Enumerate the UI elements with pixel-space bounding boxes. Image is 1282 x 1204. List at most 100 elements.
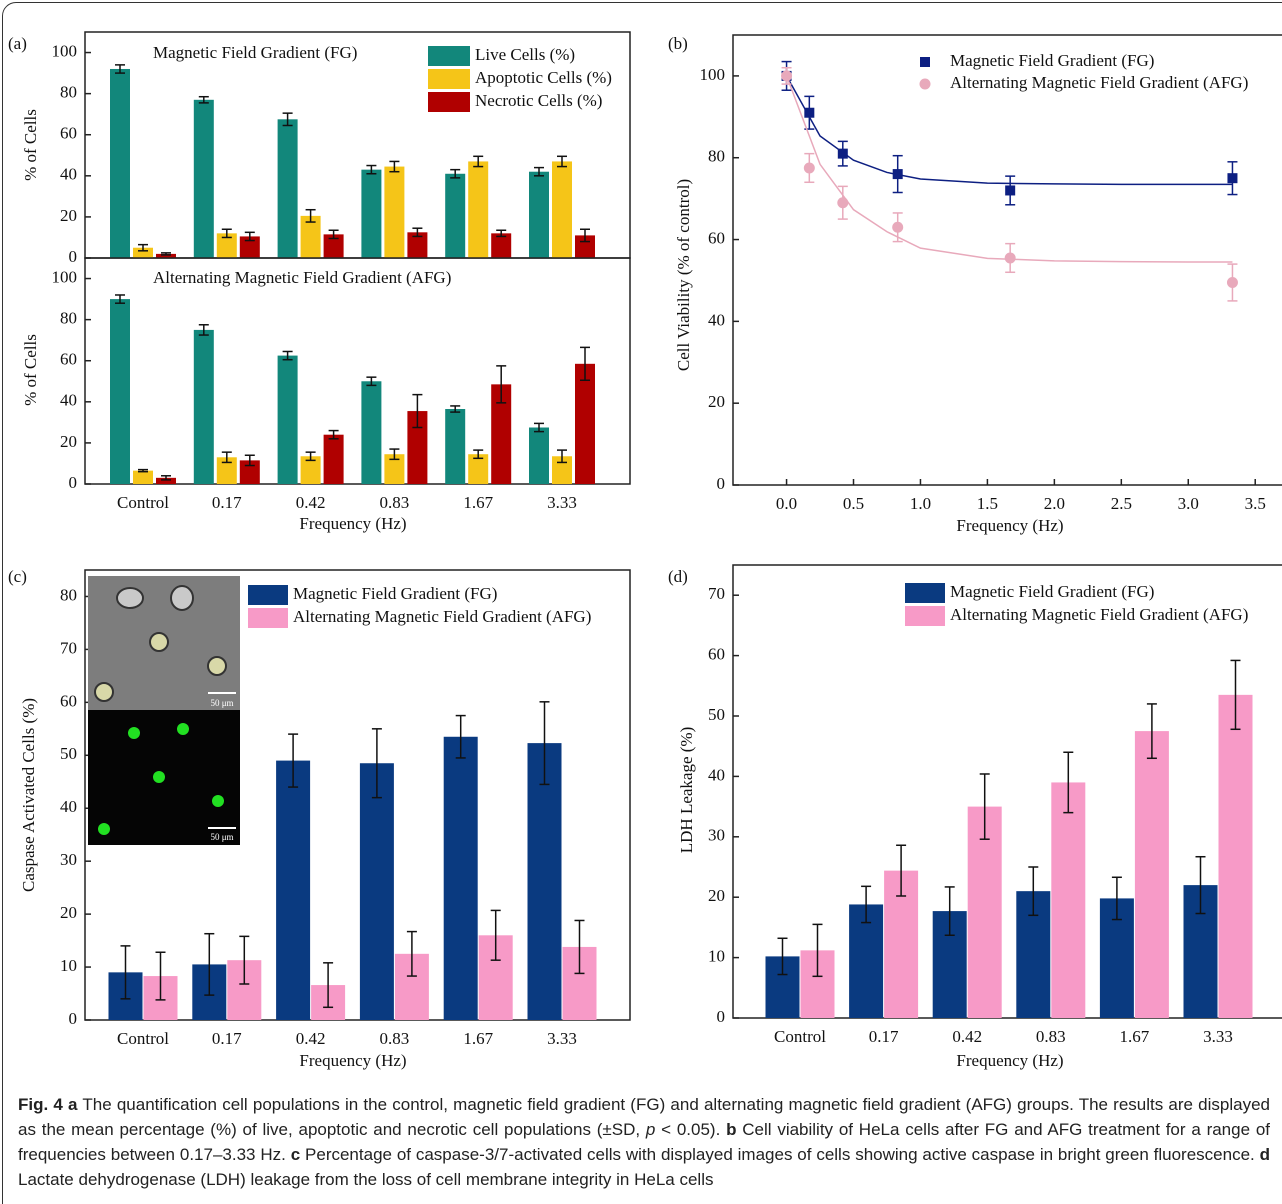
- error-bar: [896, 844, 907, 897]
- y-tick-label: 80: [60, 585, 77, 604]
- x-tick-label: 0.83: [380, 1029, 410, 1048]
- error-bar: [282, 350, 293, 361]
- x-tick-label: 0.0: [776, 494, 797, 513]
- error-bar: [1111, 876, 1122, 921]
- bar: [277, 355, 298, 484]
- bar: [193, 329, 214, 484]
- legend-label: Alternating Magnetic Field Gradient (AFG…: [950, 605, 1248, 624]
- x-tick-label: 3.33: [547, 493, 577, 512]
- error-bar: [221, 228, 232, 239]
- error-bar: [138, 468, 148, 473]
- error-bar: [574, 919, 585, 975]
- y-tick-label: 70: [708, 584, 725, 603]
- x-tick-label: 1.5: [977, 494, 998, 513]
- legend-label: Magnetic Field Gradient (FG): [950, 51, 1154, 70]
- legend-label: Alternating Magnetic Field Gradient (AFG…: [950, 73, 1248, 92]
- data-point: [781, 70, 793, 82]
- error-bar: [204, 932, 215, 996]
- error-bar: [198, 95, 209, 104]
- data-point: [1226, 277, 1238, 288]
- error-bar: [473, 449, 484, 460]
- bar: [445, 409, 466, 484]
- subplot-title: Alternating Magnetic Field Gradient (AFG…: [153, 268, 451, 287]
- data-point: [1004, 252, 1016, 264]
- chart: 0 20 40 60 80 100 Alternating Magnetic Field G…: [21, 257, 631, 533]
- y-tick-label: 30: [60, 850, 77, 869]
- data-point: [892, 221, 904, 233]
- bar: [967, 806, 1002, 1018]
- caption-text: Cell viability of HeLa cells after FG an…: [18, 1120, 1271, 1164]
- y-tick-label: 0: [717, 474, 726, 493]
- bar: [527, 743, 562, 1020]
- cell: [94, 682, 114, 702]
- x-tick-label: 0.83: [380, 493, 410, 512]
- legend-label: Alternating Magnetic Field Gradient (AFG…: [293, 607, 591, 626]
- x-axis-label: Frequency (Hz): [956, 1051, 1063, 1070]
- error-bar: [534, 422, 544, 433]
- legend-label: Necrotic Cells (%): [475, 91, 602, 110]
- y-tick-label: 50: [60, 744, 77, 763]
- error-bar: [288, 733, 299, 788]
- bar: [133, 247, 153, 258]
- bar: [445, 173, 466, 258]
- data-point: [837, 197, 849, 209]
- bar: [239, 236, 260, 258]
- y-tick-label: 10: [708, 947, 725, 966]
- caption-text: c: [290, 1145, 301, 1164]
- error-bar: [534, 166, 544, 177]
- x-tick-label: 1.67: [463, 493, 493, 512]
- y-axis-label: % of Cells: [21, 109, 40, 181]
- bar: [443, 736, 478, 1020]
- y-tick-label: 40: [60, 165, 77, 184]
- cell: [207, 656, 227, 676]
- error-bar: [198, 324, 209, 336]
- error-bar: [371, 728, 382, 799]
- x-tick-label: 2.0: [1044, 494, 1065, 513]
- x-axis-label: Frequency (Hz): [299, 1051, 406, 1070]
- x-tick-label: 3.33: [547, 1029, 577, 1048]
- y-axis-label: Cell Viability (% of control): [674, 179, 693, 371]
- y-tick-label: 0: [717, 1007, 726, 1026]
- x-tick-label: 0.17: [212, 1029, 242, 1048]
- panel-label: (d): [668, 567, 688, 586]
- data-point: [837, 148, 848, 159]
- error-bar: [244, 231, 255, 242]
- bar: [216, 457, 237, 484]
- panel-label: (c): [8, 567, 27, 586]
- error-bar: [282, 112, 293, 127]
- x-tick-label: 0.42: [296, 1029, 326, 1048]
- x-tick-label: Control: [117, 1029, 169, 1048]
- y-tick-label: 20: [60, 206, 77, 225]
- y-tick-label: 60: [60, 350, 77, 369]
- legend-label: Apoptotic Cells (%): [475, 68, 612, 87]
- y-tick-label: 0: [69, 1009, 78, 1028]
- caption-text: Lactate dehydrogenase (LDH) leakage from…: [18, 1170, 714, 1189]
- y-tick-label: 10: [60, 956, 77, 975]
- chart: 0 20 40 60 80 100 (b) Cell Viability (% of cont…: [668, 34, 1282, 535]
- x-axis-label: Frequency (Hz): [299, 514, 406, 533]
- error-bar: [580, 228, 590, 243]
- data-point: [1005, 185, 1016, 196]
- error-bar: [412, 227, 423, 238]
- inset-image: 50 μm 50 μm: [88, 576, 240, 845]
- cell: [98, 823, 110, 835]
- caption-text: d: [1259, 1145, 1270, 1164]
- caption-text: < 0.05).: [655, 1120, 727, 1139]
- x-tick-label: 3.0: [1178, 494, 1199, 513]
- bar: [529, 427, 549, 484]
- bar: [491, 384, 512, 484]
- error-bar: [1230, 659, 1241, 731]
- y-tick-label: 30: [708, 826, 725, 845]
- caption-text: p: [645, 1120, 656, 1139]
- y-tick-label: 60: [60, 691, 77, 710]
- error-bar: [389, 448, 400, 461]
- error-bar: [490, 909, 501, 961]
- x-tick-label: 1.67: [463, 1029, 493, 1048]
- y-tick-label: 40: [708, 765, 725, 784]
- y-tick-label: 80: [60, 83, 77, 102]
- legend-label: Magnetic Field Gradient (FG): [950, 582, 1154, 601]
- panel-label: (a): [8, 34, 27, 53]
- scale-label: 50 μm: [210, 832, 233, 842]
